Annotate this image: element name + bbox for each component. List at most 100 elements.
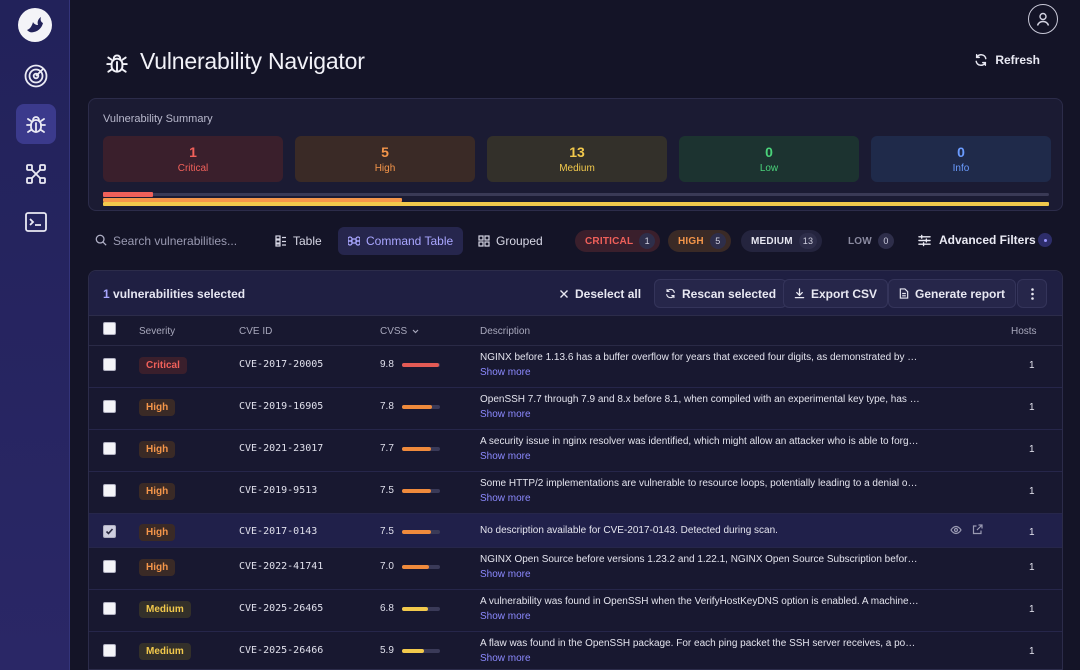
- summary-info-box[interactable]: 0 Info: [871, 136, 1051, 182]
- cvss-score: 7.7: [380, 443, 394, 454]
- filter-pill-low[interactable]: LOW 0: [838, 230, 899, 252]
- selection-bar: 1 vulnerabilities selected Deselect all …: [89, 271, 1062, 316]
- row-checkbox[interactable]: [103, 602, 116, 615]
- app-logo-icon[interactable]: [18, 8, 52, 42]
- filter-pill-medium[interactable]: MEDIUM 13: [741, 230, 823, 252]
- view-command-table-button[interactable]: Command Table: [338, 227, 464, 255]
- cvss-bar-fill: [402, 447, 432, 451]
- table-row[interactable]: High CVE-2019-16905 7.8 OpenSSH 7.7 through…: [89, 388, 1062, 430]
- filter-pill-count: 5: [709, 233, 726, 249]
- summary-label: Critical: [177, 163, 209, 174]
- user-avatar[interactable]: [1028, 4, 1058, 34]
- show-more-link[interactable]: Show more: [480, 493, 531, 504]
- header-description[interactable]: Description: [480, 326, 531, 337]
- filter-pill-count: 0: [877, 233, 894, 249]
- cve-id[interactable]: CVE-2022-41741: [239, 561, 324, 572]
- show-more-link[interactable]: Show more: [480, 409, 531, 420]
- cve-id[interactable]: CVE-2017-0143: [239, 526, 318, 537]
- show-more-link[interactable]: Show more: [480, 653, 531, 664]
- check-icon: [105, 528, 114, 535]
- grid-icon: [478, 235, 490, 247]
- more-options-button[interactable]: [1017, 279, 1047, 308]
- summary-title: Vulnerability Summary: [103, 113, 213, 125]
- deselect-all-button[interactable]: Deselect all: [549, 279, 651, 308]
- summary-label: High: [374, 163, 396, 174]
- generate-report-button[interactable]: Generate report: [888, 279, 1017, 308]
- bug-icon: [26, 116, 46, 133]
- header-cve-id[interactable]: CVE ID: [239, 326, 273, 337]
- select-all-checkbox[interactable]: [103, 322, 116, 335]
- sidebar-item-network[interactable]: [16, 154, 56, 194]
- show-more-link[interactable]: Show more: [480, 451, 531, 462]
- table-row[interactable]: High CVE-2019-9513 7.5 Some HTTP/2 implemen…: [89, 472, 1062, 514]
- view-table-button[interactable]: Table: [265, 227, 332, 255]
- cve-id[interactable]: CVE-2021-23017: [239, 443, 324, 454]
- row-checkbox[interactable]: [103, 484, 116, 497]
- sidebar-item-radar[interactable]: [16, 56, 56, 96]
- header-severity[interactable]: Severity: [139, 326, 176, 337]
- cvss-score: 6.8: [380, 603, 394, 614]
- table-row[interactable]: Medium CVE-2025-26466 5.9 A flaw was found …: [89, 632, 1062, 669]
- export-csv-button[interactable]: Export CSV: [783, 279, 889, 308]
- filter-pill-critical[interactable]: CRITICAL 1: [575, 230, 661, 252]
- header-cvss-sort[interactable]: CVSS: [380, 326, 419, 337]
- table-header: Severity CVE ID CVSS Description Hosts: [89, 316, 1062, 346]
- row-checkbox[interactable]: [103, 442, 116, 455]
- show-more-link[interactable]: Show more: [480, 367, 531, 378]
- row-checkbox[interactable]: [103, 400, 116, 413]
- filter-pill-high[interactable]: HIGH 5: [668, 230, 731, 252]
- filter-sliders-icon: [918, 234, 931, 246]
- summary-low-box[interactable]: 0 Low: [679, 136, 859, 182]
- row-checkbox[interactable]: [103, 644, 116, 657]
- description-text: NGINX before 1.13.6 has a buffer overflo…: [480, 352, 920, 363]
- cvss-bar-fill: [402, 607, 428, 611]
- row-checkbox[interactable]: [103, 560, 116, 573]
- bar-critical: [103, 192, 153, 197]
- table-row[interactable]: Medium CVE-2025-26465 6.8 A vulnerability w…: [89, 590, 1062, 632]
- deselect-all-label: Deselect all: [575, 286, 642, 301]
- refresh-button[interactable]: Refresh: [974, 53, 1040, 67]
- cve-id[interactable]: CVE-2019-9513: [239, 485, 318, 496]
- summary-critical-box[interactable]: 1 Critical: [103, 136, 283, 182]
- table-row[interactable]: Critical CVE-2017-20005 9.8 NGINX before 1.…: [89, 346, 1062, 388]
- header-hosts[interactable]: Hosts: [1011, 326, 1037, 337]
- table-row[interactable]: High CVE-2022-41741 7.0 NGINX Open Source b…: [89, 548, 1062, 590]
- summary-count: 0: [765, 144, 773, 160]
- cve-id[interactable]: CVE-2019-16905: [239, 401, 324, 412]
- radar-icon: [24, 64, 48, 88]
- eye-icon[interactable]: [950, 525, 962, 535]
- external-link-icon[interactable]: [972, 524, 983, 535]
- row-checkbox[interactable]: [103, 358, 116, 371]
- sidebar-item-terminal[interactable]: [16, 202, 56, 242]
- search-input[interactable]: [113, 232, 253, 250]
- rescan-selected-button[interactable]: Rescan selected: [654, 279, 788, 308]
- refresh-label: Refresh: [995, 53, 1040, 67]
- chevron-down-icon: [412, 329, 419, 334]
- description-text: A vulnerability was found in OpenSSH whe…: [480, 596, 920, 607]
- filter-pill-count: 13: [798, 233, 818, 249]
- cve-id[interactable]: CVE-2017-20005: [239, 359, 324, 370]
- severity-distribution-bar: [103, 192, 1049, 206]
- page-title: Vulnerability Navigator: [140, 48, 365, 74]
- summary-high-box[interactable]: 5 High: [295, 136, 475, 182]
- show-more-link[interactable]: Show more: [480, 611, 531, 622]
- view-grouped-button[interactable]: Grouped: [468, 227, 553, 255]
- summary-label: Info: [952, 163, 970, 174]
- row-checkbox[interactable]: [103, 525, 116, 538]
- vulnerability-table: 1 vulnerabilities selected Deselect all …: [88, 270, 1063, 670]
- cve-id[interactable]: CVE-2025-26466: [239, 645, 324, 656]
- cve-id[interactable]: CVE-2025-26465: [239, 603, 324, 614]
- summary-medium-box[interactable]: 13 Medium: [487, 136, 667, 182]
- sidebar-item-vulnerabilities[interactable]: [16, 104, 56, 144]
- cvss-bar: [402, 405, 440, 409]
- advanced-filters-button[interactable]: Advanced Filters: [918, 233, 1036, 247]
- bar-medium: [103, 202, 1049, 206]
- table-row[interactable]: High CVE-2021-23017 7.7 A security issue in…: [89, 430, 1062, 472]
- table-row[interactable]: High CVE-2017-0143 7.5 No description avail…: [89, 514, 1062, 548]
- show-more-link[interactable]: Show more: [480, 569, 531, 580]
- description-text: No description available for CVE-2017-01…: [480, 525, 778, 536]
- cvss-score: 7.5: [380, 526, 394, 537]
- command-icon: [348, 236, 360, 246]
- description-text: Some HTTP/2 implementations are vulnerab…: [480, 478, 920, 489]
- cvss-score: 9.8: [380, 359, 394, 370]
